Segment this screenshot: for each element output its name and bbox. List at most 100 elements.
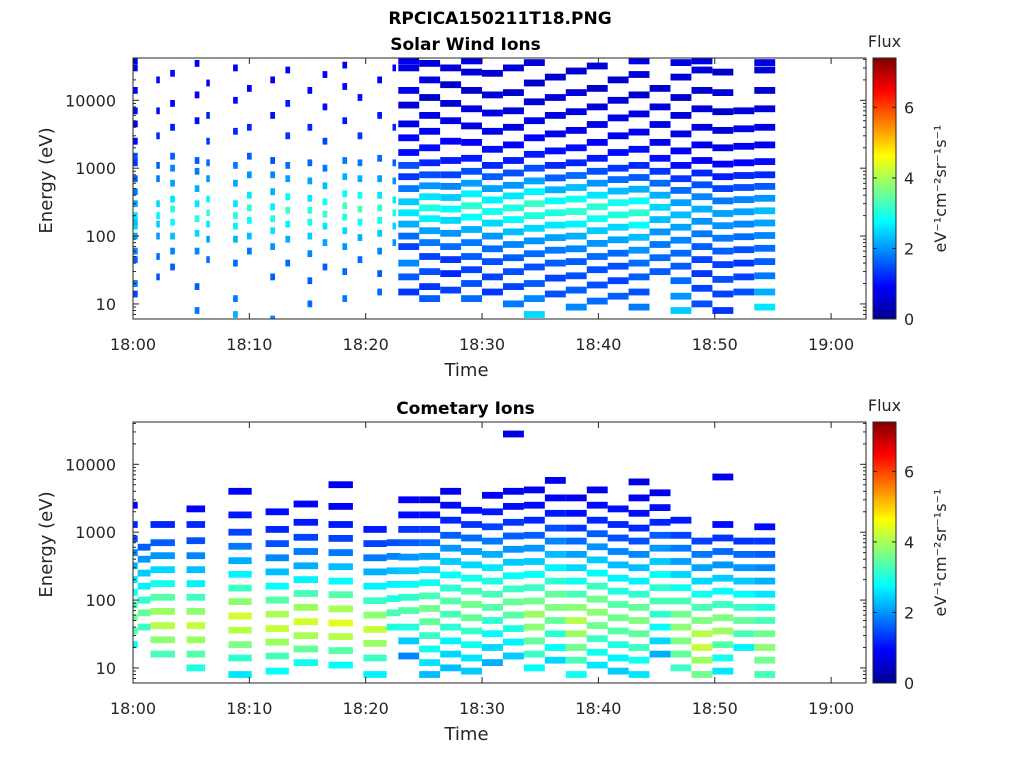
heatmap-cell [133,256,138,263]
heatmap-cell [137,569,151,577]
heatmap-cell [392,64,396,72]
heatmap-cell [461,105,482,113]
heatmap-cell [649,268,671,275]
heatmap-cell [293,659,318,666]
heatmap-cell [150,521,175,528]
heatmap-cell [270,315,275,319]
heatmap-cell [565,303,587,311]
heatmap-cell [670,147,692,155]
heatmap-cell [322,103,328,111]
heatmap-cell [322,222,328,230]
heatmap-cell [392,209,396,217]
heatmap-cell [398,220,420,228]
heatmap-cell [377,229,382,237]
heatmap-cell [194,215,200,223]
heatmap-cell [691,284,713,292]
heatmap-cell [377,270,382,277]
heatmap-cell [328,619,353,627]
heatmap-cell [733,564,755,572]
heatmap-cell [754,66,776,74]
heatmap-cell [649,228,671,236]
heatmap-cell [628,604,650,611]
heatmap-cell [628,494,650,502]
heatmap-cell [523,650,545,658]
heatmap-cell [194,307,200,314]
heatmap-cells [133,58,776,319]
heatmap-cell [398,581,420,588]
heatmap-cell [307,300,313,308]
heatmap-cell [156,200,160,208]
heatmap-cell [307,232,313,240]
heatmap-cell [523,516,545,524]
heatmap-cell [322,263,328,271]
heatmap-cell [265,652,289,660]
heatmap-cell [607,505,629,513]
heatmap-cell [607,534,629,542]
heatmap-cell [586,121,608,128]
heatmap-cell [586,635,608,643]
heatmap-cell [523,280,545,287]
heatmap-cell [586,648,608,656]
x-tick-label: 18:40 [575,335,621,354]
heatmap-cell [733,577,755,585]
heatmap-cell [544,551,566,558]
heatmap-cell [482,273,503,281]
heatmap-cell [565,656,587,664]
heatmap-cell [419,659,441,666]
heatmap-cell [357,159,363,167]
heatmap-cell [712,89,734,96]
heatmap-cell [733,273,755,281]
heatmap-cell [754,617,776,624]
heatmap-cell [544,537,566,545]
heatmap-cell [544,656,566,664]
heatmap-cell [670,175,692,183]
heatmap-cell [386,581,401,588]
heatmap-cell [247,217,252,224]
colorbar-tick-label: 6 [904,462,914,481]
heatmap-cell [228,671,252,678]
heatmap-cell [386,609,401,617]
heatmap-cell [565,272,587,280]
heatmap-cell [419,553,441,560]
heatmap-cell [357,234,363,241]
heatmap-cell [670,162,692,169]
heatmap-cell [503,545,524,553]
colorbar-tick-label: 0 [904,310,914,329]
heatmap-cell [419,127,441,135]
heatmap-cell [649,610,671,618]
heatmap-cell [544,209,566,217]
solar-wind-ions-panel: Solar Wind Ions 18:00 18:10 18:20 18:30 18:40… [36,32,950,381]
heatmap-cell [503,254,524,262]
heatmap-cell [712,234,734,242]
heatmap-cell [754,244,776,252]
heatmap-cell [342,83,348,90]
heatmap-cell [440,650,462,658]
heatmap-cell [186,622,206,629]
heatmap-cell [670,262,692,270]
heatmap-cell [712,473,734,481]
heatmap-cell [691,181,713,189]
heatmap-cell [649,254,671,262]
heatmap-cell [628,671,650,678]
heatmap-cell [544,259,566,267]
heatmap-cell [628,197,650,205]
heatmap-cell [670,94,692,101]
heatmap-cell [712,614,734,622]
heatmap-cell [754,551,776,558]
heatmap-cell [392,239,396,246]
heatmap-cell [265,610,289,618]
heatmap-cell [628,246,650,254]
heatmap-cell [461,58,482,65]
heatmap-cell [691,300,713,308]
heatmap-cell [523,584,545,592]
heatmap-cell [607,199,629,207]
heatmap-cell [691,169,713,177]
heatmap-cell [461,548,482,555]
heatmap-cell [754,219,776,227]
heatmap-cell [649,504,671,511]
heatmap-cell [586,556,608,564]
heatmap-cell [377,76,382,84]
heatmap-cell [170,247,175,255]
heatmap-cell [586,191,608,199]
heatmap-cell [419,645,441,653]
